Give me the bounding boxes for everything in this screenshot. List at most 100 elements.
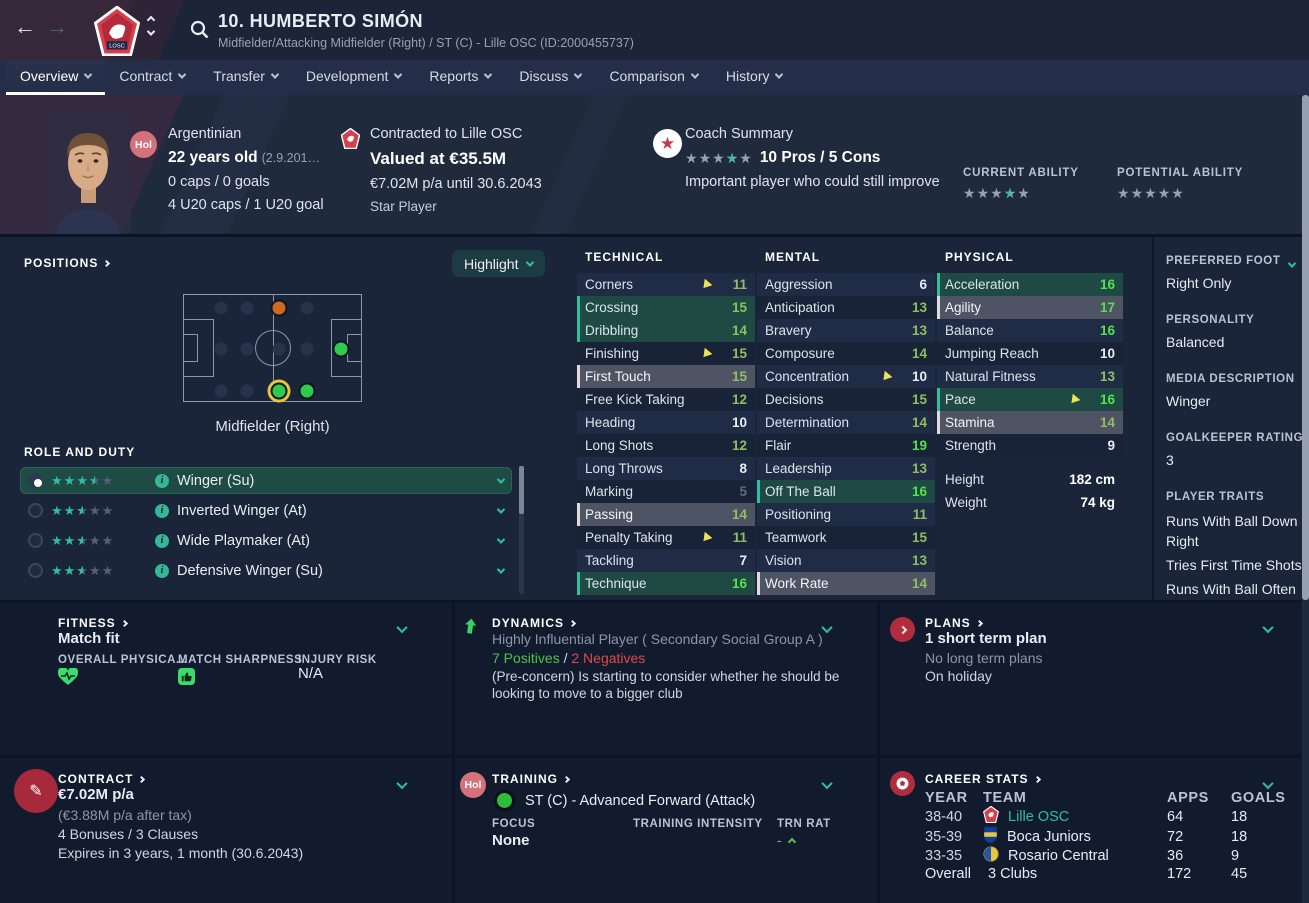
career-stats-title: CAREER STATS — [925, 772, 1041, 786]
tab-transfer[interactable]: Transfer — [199, 60, 292, 95]
attr-value: 9 — [1107, 438, 1115, 453]
attr-value: 15 — [911, 530, 927, 545]
career-year: 35-39 — [925, 829, 963, 845]
tab-history[interactable]: History — [712, 60, 797, 95]
role-radio[interactable] — [28, 533, 43, 548]
coach-star-rating: ★ ★ ★ ★ ★ — [685, 151, 752, 165]
role-label: Winger (Su) — [177, 472, 255, 489]
chevron-down-icon[interactable] — [496, 474, 506, 484]
plans-icon — [890, 617, 915, 642]
chevron-down-icon — [394, 70, 403, 79]
search-icon[interactable] — [190, 20, 209, 44]
training-rating-label: TRN RAT — [777, 818, 831, 830]
attr-leadership: Leadership 13 — [757, 457, 935, 480]
chevron-down-icon[interactable] — [496, 564, 506, 574]
tab-discuss[interactable]: Discuss — [505, 60, 595, 95]
contract-wage: €7.02M p/a — [58, 786, 134, 803]
tab-comparison[interactable]: Comparison — [595, 60, 711, 95]
career-overall-row: Overall 3 Clubs 172 45 — [925, 866, 1285, 882]
position-dot-natural — [334, 342, 348, 356]
role-scrollbar-thumb[interactable] — [519, 466, 524, 514]
attr-name: Natural Fitness — [945, 369, 1036, 384]
tab-contract[interactable]: Contract — [105, 60, 199, 95]
attr-name: Flair — [765, 438, 792, 453]
attr-name: Long Shots — [585, 438, 654, 453]
attr-value: 15 — [731, 346, 747, 361]
attr-group-title: MENTAL — [765, 250, 821, 264]
career-stats-panel: CAREER STATS YEAR TEAM APPS GOALS 38-40 L… — [880, 758, 1309, 903]
sidebar-collapse-chevron[interactable] — [1287, 255, 1297, 273]
role-defensive-winger-su[interactable]: ★★★★★ i Defensive Winger (Su) — [20, 557, 512, 584]
role-wide-playmaker-at[interactable]: ★★★★★ i Wide Playmaker (At) — [20, 527, 512, 554]
attr-value: 14 — [911, 576, 927, 591]
attr-name: Passing — [585, 507, 634, 522]
career-overall-clubs: 3 Clubs — [988, 866, 1038, 882]
attr-value: 13 — [911, 553, 927, 568]
chevron-down-icon — [270, 70, 280, 79]
page-scrollbar-thumb[interactable] — [1302, 95, 1309, 600]
dynamics-collapse-chevron[interactable] — [821, 620, 833, 638]
attr-name: Marking — [585, 484, 634, 499]
star-rating: ★ ★ ★ ★ ★ — [51, 474, 121, 487]
role-radio[interactable] — [28, 503, 43, 518]
plans-collapse-chevron[interactable] — [1262, 620, 1274, 638]
highlight-dropdown[interactable]: Highlight — [452, 250, 546, 277]
back-arrow-icon[interactable]: ← — [14, 14, 36, 39]
chevron-down-icon[interactable] — [496, 534, 506, 544]
attr-corners: Corners 11 — [577, 273, 755, 296]
attr-value: 6 — [919, 277, 927, 292]
role-radio[interactable] — [28, 473, 43, 488]
attr-technique: Technique 16 — [577, 572, 755, 595]
attr-value: 16 — [1099, 323, 1115, 338]
training-panel: Hol TRAINING ST (C) - Advanced Forward (… — [455, 758, 877, 903]
career-team[interactable]: Lille OSC — [1008, 808, 1070, 825]
tab-reports[interactable]: Reports — [415, 60, 505, 95]
forward-arrow-icon[interactable]: → — [46, 14, 68, 39]
attr-vision: Vision 13 — [757, 549, 935, 572]
contract-collapse-chevron[interactable] — [396, 776, 408, 794]
attr-name: Tackling — [585, 553, 634, 568]
negatives-count[interactable]: 2 Negatives — [571, 650, 646, 666]
career-year: 38-40 — [925, 808, 963, 825]
attr-anticipation: Anticipation 13 — [757, 296, 935, 319]
training-position-dot — [494, 790, 515, 811]
chevron-down-icon[interactable] — [496, 504, 506, 514]
dynamics-title: DYNAMICS — [492, 616, 577, 630]
role-label: Inverted Winger (At) — [177, 502, 307, 519]
page-title: 10. HUMBERTO SIMÓN — [218, 11, 423, 31]
info-icon[interactable]: i — [155, 533, 169, 548]
attr-name: Penalty Taking — [585, 530, 673, 545]
info-icon[interactable]: i — [155, 563, 169, 578]
media-description-section: MEDIA DESCRIPTION Winger — [1166, 373, 1309, 409]
career-overall-apps: 172 — [1167, 866, 1192, 882]
physical-attributes: PHYSICAL Acceleration 16 Agility 17 Balance 16… — [937, 250, 1123, 513]
attr-passing: Passing 14 — [577, 503, 755, 526]
media-description-label: MEDIA DESCRIPTION — [1166, 373, 1295, 385]
entity-switcher[interactable] — [146, 15, 156, 36]
role-inverted-winger-at[interactable]: ★★★★★ i Inverted Winger (At) — [20, 497, 512, 524]
training-focus-label: FOCUS — [492, 818, 536, 830]
attr-long-shots: Long Shots 12 — [577, 434, 755, 457]
fitness-collapse-chevron[interactable] — [396, 620, 408, 638]
tab-development[interactable]: Development — [292, 60, 416, 95]
goalkeeper-rating-section: GOALKEEPER RATING 3 — [1166, 432, 1309, 468]
training-title: TRAINING — [492, 772, 571, 786]
attr-name: Work Rate — [765, 576, 829, 591]
stat-label: Weight — [945, 494, 987, 510]
chevron-down-icon — [484, 70, 493, 79]
tab-overview[interactable]: Overview — [6, 60, 106, 95]
role-winger-su[interactable]: ★★★★★ i Winger (Su) — [20, 467, 512, 494]
contract-block: Contracted to Lille OSC Valued at €35.5M… — [370, 126, 542, 221]
club-crest-icon[interactable]: LOSC — [93, 5, 141, 60]
training-collapse-chevron[interactable] — [821, 776, 833, 794]
role-radio[interactable] — [28, 563, 43, 578]
potential-ability-label: POTENTIAL ABILITY — [1117, 167, 1244, 179]
positives-count[interactable]: 7 Positives — [492, 650, 560, 666]
training-focus-value: None — [492, 832, 530, 849]
role-and-duty-title: ROLE AND DUTY — [24, 445, 136, 459]
page-scrollbar — [1302, 95, 1309, 903]
info-icon[interactable]: i — [155, 473, 169, 488]
lille-crest-icon — [983, 805, 999, 827]
info-icon[interactable]: i — [155, 503, 169, 518]
stat-value: 182 cm — [1069, 471, 1115, 487]
